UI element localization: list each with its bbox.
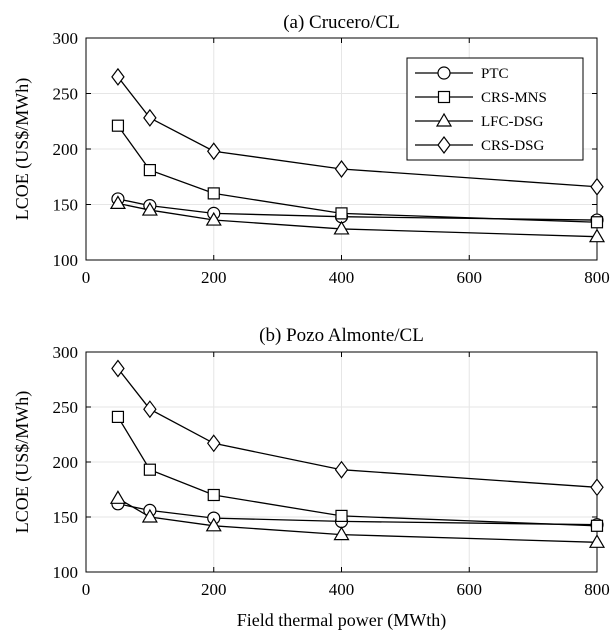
data-point-diamond (111, 67, 125, 86)
y-tick-label: 200 (53, 140, 79, 159)
y-axis-label: LCOE (US$/MWh) (12, 391, 33, 534)
chart-title: (a) Crucero/CL (283, 12, 400, 33)
legend: PTC CRS-MNS LFC-DSG CRS-DSG (406, 57, 584, 161)
x-tick-label: 800 (584, 580, 610, 599)
x-tick-label: 0 (82, 268, 91, 287)
data-point-triangle (333, 526, 350, 541)
y-tick-label: 100 (53, 563, 79, 582)
data-point-diamond (334, 159, 349, 178)
x-tick-label: 600 (457, 580, 483, 599)
data-point-square (143, 463, 156, 476)
data-point-triangle (588, 534, 606, 548)
panel-pozo-almonte: 0 200 400 600 800 100 150 200 250 300 (b) Pozo Alm… (12, 325, 610, 631)
data-point-diamond (207, 142, 221, 161)
data-point-triangle (205, 517, 222, 532)
y-tick-label: 250 (53, 398, 79, 417)
y-tick-label: 300 (53, 343, 79, 362)
data-point-diamond (590, 478, 604, 497)
data-point-triangle (588, 228, 606, 243)
y-axis-label: LCOE (US$/MWh) (12, 78, 33, 221)
x-tick-label: 200 (201, 268, 227, 287)
data-point-diamond (207, 434, 221, 453)
data-point-triangle (109, 195, 126, 209)
y-tick-label: 300 (53, 29, 79, 48)
data-point-square (335, 509, 348, 522)
data-point-triangle (205, 211, 222, 226)
y-tick-label: 150 (53, 196, 79, 215)
data-point-diamond (111, 359, 125, 378)
legend-marker-triangle (435, 112, 453, 127)
series-square (111, 410, 604, 532)
data-point-square (207, 187, 220, 200)
x-axis-label: Field thermal power (MWth) (237, 610, 446, 631)
series-square (111, 119, 604, 229)
x-tick-label: 800 (584, 268, 610, 287)
data-point-square (335, 207, 348, 220)
x-tick-label: 400 (329, 268, 355, 287)
legend-label: LFC-DSG (481, 114, 544, 130)
y-tick-label: 100 (53, 251, 79, 270)
data-point-triangle (109, 490, 126, 504)
data-point-triangle (333, 220, 350, 235)
data-point-diamond (143, 400, 157, 419)
series-diamond (111, 67, 604, 196)
y-tick-label: 250 (53, 85, 79, 104)
data-point-diamond (590, 177, 604, 196)
data-point-triangle (141, 508, 158, 523)
y-tick-label: 200 (53, 453, 79, 472)
data-point-triangle (141, 201, 158, 216)
legend-marker-diamond (437, 136, 451, 154)
x-tick-label: 600 (457, 268, 483, 287)
x-tick-label: 200 (201, 580, 227, 599)
legend-label: CRS-MNS (481, 90, 547, 106)
legend-box (406, 57, 584, 161)
data-point-square (207, 488, 220, 502)
x-tick-label: 400 (329, 580, 355, 599)
legend-label: CRS-DSG (481, 138, 545, 154)
data-point-diamond (143, 108, 157, 127)
legend-marker-square (437, 90, 451, 104)
chart-title: (b) Pozo Almonte/CL (259, 325, 424, 346)
series-diamond (111, 359, 604, 497)
legend-marker-circle (437, 66, 451, 80)
legend-label: PTC (481, 66, 509, 82)
y-tick-label: 150 (53, 508, 79, 527)
data-point-diamond (334, 460, 349, 479)
x-tick-label: 0 (82, 580, 91, 599)
series-triangle (109, 490, 606, 548)
panel-crucero: 0 200 400 600 800 100 150 200 250 300 (a) Crucero/… (12, 12, 610, 287)
data-point-square (111, 410, 125, 423)
data-point-square (143, 163, 156, 177)
data-point-square (111, 119, 125, 132)
data-point-square (590, 519, 604, 532)
series-triangle (109, 195, 606, 243)
data-point-square (590, 216, 604, 229)
